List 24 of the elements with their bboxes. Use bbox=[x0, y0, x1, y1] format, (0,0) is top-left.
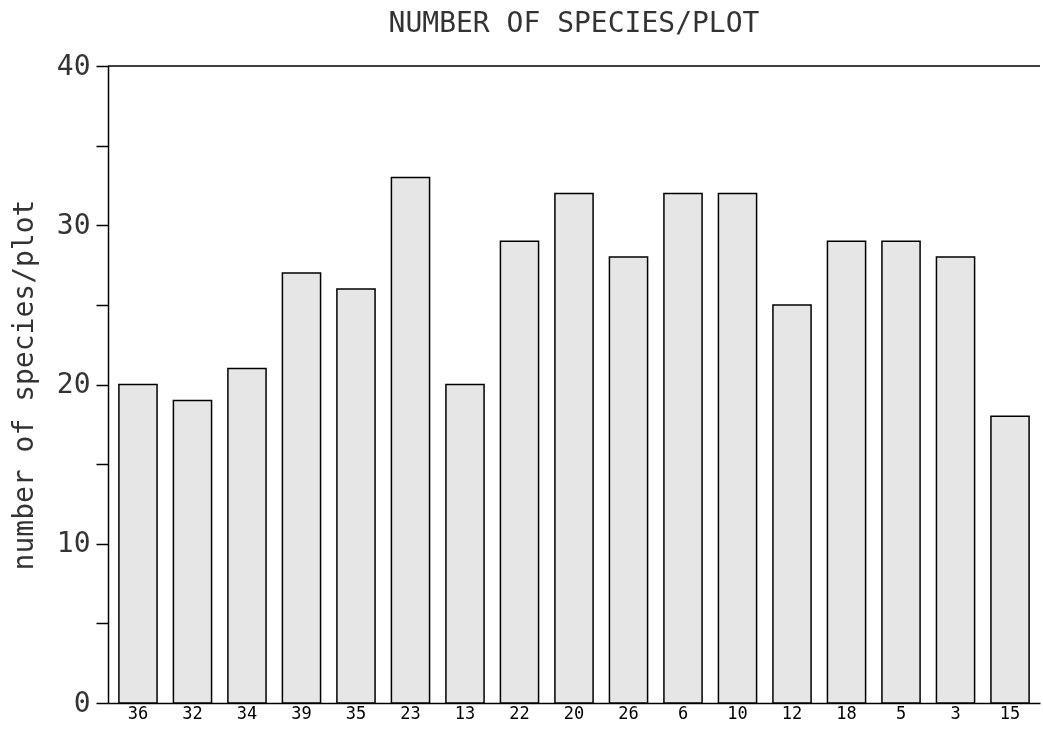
y-tick-label: 40 bbox=[56, 48, 91, 82]
x-tick-label: 18 bbox=[836, 702, 857, 723]
x-tick-label: 22 bbox=[509, 702, 530, 723]
x-tick-label: 20 bbox=[563, 702, 585, 723]
x-tick-label: 15 bbox=[999, 702, 1021, 723]
y-axis-title: number of species/plot bbox=[6, 199, 40, 571]
x-tick-label: 5 bbox=[895, 702, 907, 723]
y-tick-label: 0 bbox=[73, 685, 91, 719]
x-tick-label: 32 bbox=[182, 702, 203, 723]
x-tick-label: 34 bbox=[236, 702, 258, 723]
x-tick-label: 26 bbox=[618, 702, 639, 723]
y-tick-label: 20 bbox=[56, 367, 91, 400]
x-tick-label: 36 bbox=[127, 702, 149, 723]
y-tick-label: 10 bbox=[56, 526, 91, 560]
x-tick-label: 13 bbox=[454, 702, 476, 723]
x-tick-label: 23 bbox=[400, 702, 421, 723]
x-tick-label: 39 bbox=[291, 702, 312, 723]
x-tick-label: 6 bbox=[677, 702, 689, 723]
chart-title: NUMBER OF SPECIES/PLOT bbox=[388, 6, 760, 39]
x-tick-label: 3 bbox=[950, 702, 961, 723]
x-tick-label: 10 bbox=[727, 702, 748, 723]
y-tick-label: 30 bbox=[56, 207, 91, 241]
x-tick-label: 12 bbox=[781, 702, 803, 723]
x-tick-label: 35 bbox=[345, 702, 367, 723]
